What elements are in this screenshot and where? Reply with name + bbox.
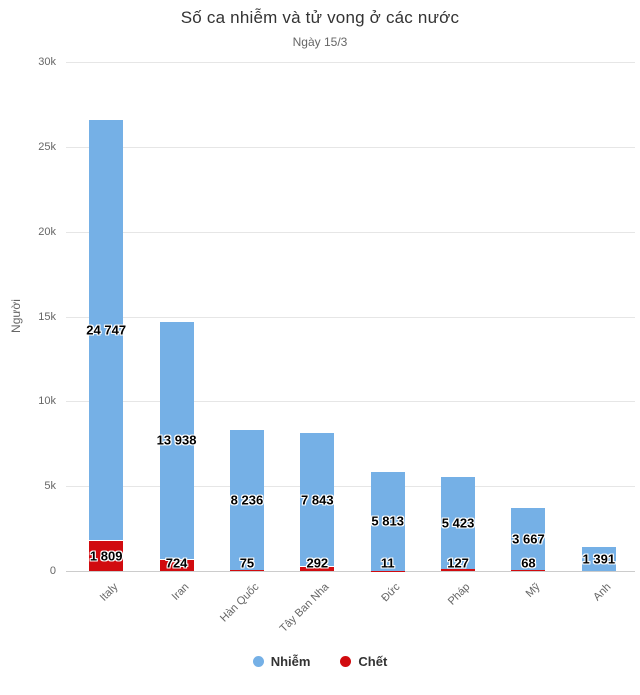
bar-iran-deaths-segment (159, 558, 194, 571)
y-tick-label: 15k (38, 310, 56, 323)
deaths-legend-dot-icon (340, 656, 352, 667)
bar-hàn-quốc-deaths-segment (229, 569, 264, 571)
legend-item-deaths[interactable]: Chết (340, 654, 387, 669)
y-tick-label: 25k (38, 140, 56, 153)
value-label-cases: 5 423 (441, 515, 475, 531)
x-axis-label-anh: Anh (590, 581, 614, 604)
x-axis-line (66, 571, 635, 572)
bar-italy-cases-segment (89, 120, 124, 541)
bar-italy-deaths-segment (89, 540, 124, 571)
grid-line (66, 231, 635, 233)
bar-tây-ban-nha-cases-segment (300, 432, 335, 567)
grid-line (66, 62, 635, 63)
value-label-cases: 7 843 (301, 492, 334, 507)
value-label-cases: 13 938 (156, 432, 197, 448)
value-label-cases: 24 747 (86, 322, 127, 338)
y-tick-label: 10k (38, 395, 56, 408)
y-tick-label: 0 (49, 565, 56, 577)
grid-line (66, 146, 635, 148)
value-label-deaths: 127 (447, 555, 469, 571)
value-label-deaths: 11 (380, 555, 395, 571)
x-axis-label-pháp: Pháp (445, 581, 473, 608)
value-label-cases: 1 391 (582, 551, 616, 567)
grid-line (66, 316, 635, 318)
x-axis-label-iran: Iran (169, 581, 192, 603)
bar-hàn-quốc-cases-segment (229, 429, 264, 570)
bar-pháp-cases-segment (441, 476, 476, 569)
chart-title: Số ca nhiễm và tử vong ở các nước (180, 8, 460, 27)
bar-mỹ-deaths-segment (511, 569, 546, 571)
bar-đức-cases-segment (370, 472, 405, 571)
x-axis-label-đức: Đức (378, 581, 403, 605)
cases-legend-dot-icon (252, 656, 264, 667)
x-axis-label-tây-ban-nha: Tây Ban Nha (277, 581, 332, 635)
grid-line (66, 486, 635, 488)
legend: Nhiễm Chết (0, 654, 640, 669)
value-label-cases: 5 813 (371, 513, 404, 529)
value-label-deaths: 724 (165, 555, 188, 571)
value-label-deaths: 1 809 (89, 548, 123, 564)
bar-mỹ-cases-segment (511, 507, 546, 570)
y-tick-label: 30k (38, 56, 56, 68)
grid-line (66, 401, 635, 403)
legend-label-cases: Nhiễm (270, 654, 311, 669)
chart-subtitle: Ngày 15/3 (292, 35, 348, 49)
bar-anh-cases-segment (581, 547, 616, 571)
y-tick-label: 20k (38, 225, 56, 238)
legend-item-cases[interactable]: Nhiễm (252, 654, 311, 669)
bar-tây-ban-nha-deaths-segment (300, 566, 335, 571)
x-axis-label-italy: Italy (97, 581, 121, 604)
value-label-deaths: 68 (521, 555, 536, 571)
value-label-deaths: 75 (239, 555, 255, 571)
x-axis-label-hàn-quốc: Hàn Quốc (217, 581, 262, 625)
y-tick-label: 5k (44, 480, 56, 493)
value-label-cases: 3 667 (512, 531, 545, 547)
legend-label-deaths: Chết (358, 654, 388, 669)
value-label-cases: 8 236 (230, 492, 264, 508)
value-label-deaths: 292 (306, 555, 329, 571)
bar-pháp-deaths-segment (441, 568, 476, 571)
bar-iran-cases-segment (159, 322, 194, 559)
x-axis-label-mỹ: Mỹ (524, 581, 543, 600)
